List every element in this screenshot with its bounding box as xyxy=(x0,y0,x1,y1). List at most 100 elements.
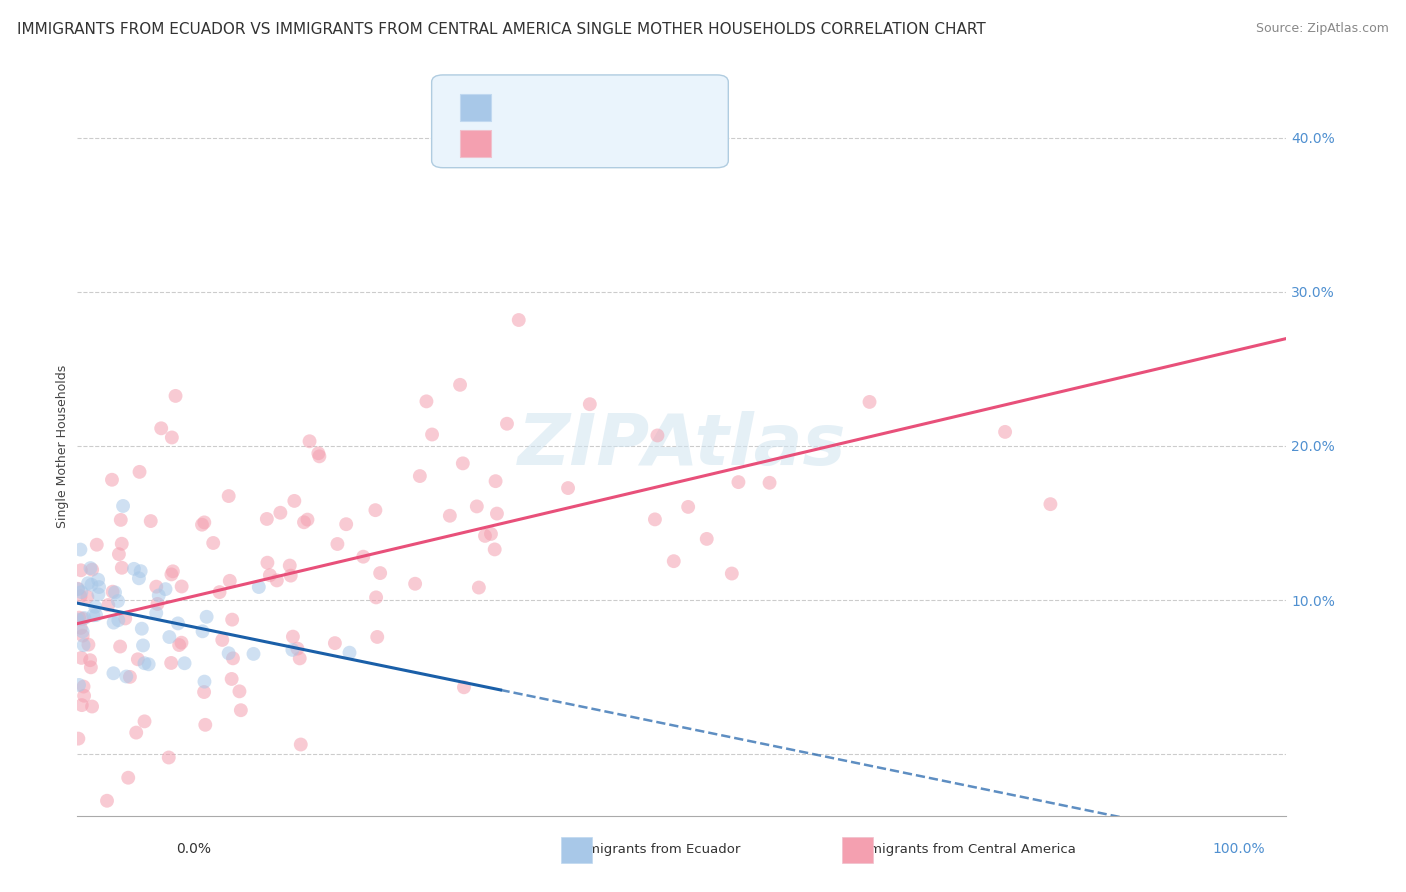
Point xyxy=(280,568,302,582)
Point xyxy=(229,703,252,717)
Point xyxy=(134,714,156,729)
Point xyxy=(193,516,215,530)
Point xyxy=(80,699,103,714)
Point xyxy=(66,613,89,627)
Text: 0.0%: 0.0% xyxy=(176,842,211,856)
Text: R = 0.052   N = 45: R = 0.052 N = 45 xyxy=(502,98,672,116)
Point xyxy=(125,725,148,739)
Point xyxy=(266,574,288,588)
Point xyxy=(292,516,315,530)
Point xyxy=(256,512,278,526)
Point xyxy=(307,446,329,460)
Point xyxy=(66,582,89,596)
Point xyxy=(73,689,96,703)
Point xyxy=(87,573,110,587)
Point xyxy=(368,566,391,580)
Point xyxy=(366,591,388,605)
Point xyxy=(326,537,349,551)
Point xyxy=(449,377,471,392)
Point xyxy=(101,584,124,599)
Point xyxy=(259,568,281,582)
Point xyxy=(72,680,94,694)
Point xyxy=(148,589,170,603)
Point xyxy=(80,660,103,674)
Point xyxy=(1039,497,1062,511)
Point xyxy=(281,643,304,657)
Point xyxy=(70,698,93,712)
Point xyxy=(269,506,291,520)
Point xyxy=(66,582,89,597)
Point xyxy=(662,554,685,568)
Point xyxy=(129,564,152,578)
Text: R = 0.482   N = 117: R = 0.482 N = 117 xyxy=(502,135,683,153)
Point xyxy=(170,636,193,650)
Point xyxy=(84,608,107,623)
Point xyxy=(101,473,124,487)
Point xyxy=(67,610,90,624)
Point xyxy=(281,630,304,644)
Point xyxy=(82,608,104,623)
Point xyxy=(108,547,131,561)
Point xyxy=(173,657,195,671)
Point xyxy=(69,542,91,557)
Point xyxy=(69,590,91,604)
Point xyxy=(112,499,135,513)
Point xyxy=(696,532,718,546)
Point xyxy=(557,481,579,495)
Point xyxy=(110,513,132,527)
Text: Source: ZipAtlas.com: Source: ZipAtlas.com xyxy=(1256,22,1389,36)
Text: ZIPAtlas: ZIPAtlas xyxy=(517,411,846,481)
Point xyxy=(72,612,94,626)
Point xyxy=(70,563,93,577)
Point xyxy=(298,434,321,449)
Point xyxy=(138,657,160,672)
Point xyxy=(79,561,101,575)
Point xyxy=(484,474,506,488)
Point xyxy=(468,581,491,595)
Point xyxy=(193,674,215,689)
Point xyxy=(676,500,699,514)
Point xyxy=(451,456,474,470)
Y-axis label: Single Mother Households: Single Mother Households xyxy=(56,364,69,528)
Point xyxy=(218,489,240,503)
Point xyxy=(114,611,136,625)
Point xyxy=(858,395,880,409)
Point xyxy=(308,450,330,464)
Point xyxy=(484,542,506,557)
Point xyxy=(283,494,305,508)
Point xyxy=(167,638,190,652)
Point xyxy=(117,771,139,785)
Point xyxy=(77,638,100,652)
Point xyxy=(97,598,120,612)
Point xyxy=(111,561,134,575)
Point xyxy=(195,609,218,624)
Point xyxy=(72,638,94,652)
Point xyxy=(404,576,426,591)
Point xyxy=(228,684,250,698)
Point xyxy=(104,585,127,599)
Point xyxy=(218,574,240,588)
Point xyxy=(208,585,231,599)
Point xyxy=(288,651,311,665)
Point xyxy=(496,417,519,431)
Point xyxy=(150,421,173,435)
Point xyxy=(96,794,118,808)
Point xyxy=(485,507,508,521)
Point xyxy=(409,469,432,483)
Point xyxy=(86,538,108,552)
Point xyxy=(242,647,264,661)
Point xyxy=(335,517,357,532)
Point xyxy=(72,624,94,639)
Point xyxy=(218,646,240,660)
Point xyxy=(211,632,233,647)
Point xyxy=(439,508,461,523)
Text: Immigrants from Ecuador: Immigrants from Ecuador xyxy=(562,843,741,855)
Point xyxy=(70,585,93,599)
Point xyxy=(80,577,103,591)
Point xyxy=(111,537,134,551)
Point xyxy=(579,397,602,411)
Point xyxy=(155,582,177,596)
Point xyxy=(191,517,214,532)
Point xyxy=(420,427,443,442)
Point xyxy=(145,606,167,620)
